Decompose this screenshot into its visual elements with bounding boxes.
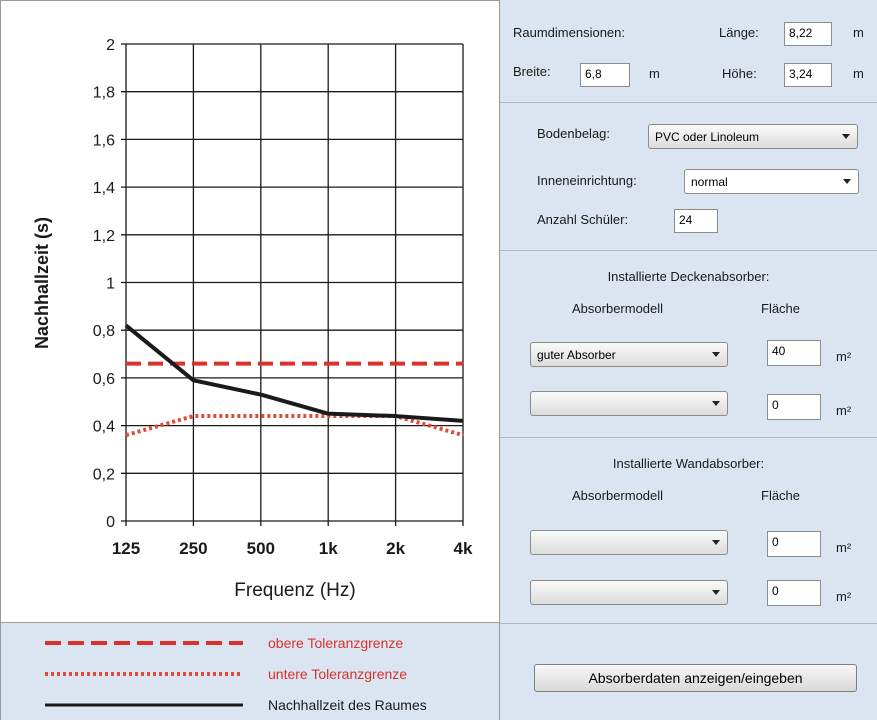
legend-panel: obere Toleranzgrenze untere Toleranzgren…: [0, 623, 500, 720]
wall-model-dropdown-1[interactable]: [530, 530, 728, 555]
series-point-1: [462, 434, 464, 436]
width-unit: m: [649, 66, 660, 81]
y-tick-label: 1,4: [93, 180, 115, 197]
wall-model-header: Absorbermodell: [572, 488, 664, 503]
students-input[interactable]: 24: [674, 209, 718, 233]
height-input[interactable]: 3,24: [784, 63, 832, 87]
room-dimensions-title: Raumdimensionen:: [513, 25, 626, 40]
show-absorber-data-button[interactable]: Absorberdaten anzeigen/eingeben: [534, 664, 857, 692]
series-line-1: [125, 414, 464, 438]
furnishing-dropdown[interactable]: normal: [684, 169, 859, 194]
y-tick-label: 0,2: [93, 466, 115, 483]
wall-area-input-2[interactable]: 0: [767, 580, 821, 606]
series-line-2: [124, 323, 464, 423]
chevron-down-icon: [712, 540, 720, 545]
ceiling-model-header: Absorbermodell: [572, 301, 664, 316]
settings-panel: Raumdimensionen: Länge: 8,22 m Breite: 6…: [500, 0, 877, 720]
ceiling-area-header: Fläche: [761, 301, 801, 316]
y-tick-label: 2: [106, 37, 115, 54]
height-unit: m: [853, 66, 864, 81]
series-point-1: [327, 415, 329, 417]
absorber-data-section: Absorberdaten anzeigen/eingeben: [500, 624, 877, 720]
reverberation-chart: 0 0,2 0,4 0,6 0,8 1 1,2 1,4 1,6 1,8 2 125 250 500 1k 2…: [32, 37, 473, 601]
wall-area-header: Fläche: [761, 488, 801, 503]
chart-grid: [121, 43, 464, 526]
y-tick-label: 0,4: [93, 419, 115, 436]
x-tick-labels: 125 250 500 1k 2k 4k: [112, 539, 473, 558]
y-axis-label: Nachhallzeit (s): [32, 217, 52, 349]
ceiling-model-dropdown-1-value: guter Absorber: [537, 348, 616, 362]
legend-lower-label: untere Toleranzgrenze: [268, 666, 408, 682]
height-label: Höhe:: [722, 66, 757, 81]
ceiling-model-dropdown-1[interactable]: guter Absorber: [530, 342, 728, 367]
series-point-2: [192, 379, 194, 381]
ceiling-absorbers-section: Installierte Deckenabsorber: Absorbermod…: [500, 251, 877, 438]
y-tick-label: 1: [106, 276, 115, 293]
floor-label: Bodenbelag:: [537, 126, 611, 141]
furnishing-label: Inneneinrichtung:: [537, 173, 637, 188]
series-point-0: [327, 363, 329, 365]
wall-absorbers-section: Installierte Wandabsorber: Absorbermodel…: [500, 438, 877, 624]
series-point-0: [260, 363, 262, 365]
series-point-0: [125, 363, 127, 365]
chart-series: [124, 323, 464, 438]
y-tick-labels: 0 0,2 0,4 0,6 0,8 1 1,2 1,4 1,6 1,8 2: [93, 37, 115, 531]
ceiling-area-input-2[interactable]: 0: [767, 394, 821, 420]
ceiling-area-input-1[interactable]: 40: [767, 340, 821, 366]
series-point-1: [192, 415, 194, 417]
x-tick-label: 250: [179, 539, 207, 558]
series-point-2: [395, 415, 397, 417]
x-tick-label: 4k: [454, 539, 473, 558]
y-tick-label: 0,6: [93, 371, 115, 388]
ceiling-absorbers-title: Installierte Deckenabsorber:: [607, 269, 770, 284]
furnishing-dropdown-value: normal: [691, 175, 728, 189]
wall-model-dropdown-2[interactable]: [530, 580, 728, 605]
wall-absorbers-title: Installierte Wandabsorber:: [612, 456, 765, 471]
ceiling-area-unit-2: m²: [836, 403, 852, 418]
chevron-down-icon: [842, 134, 850, 139]
x-tick-label: 125: [112, 539, 140, 558]
chart-panel: 0 0,2 0,4 0,6 0,8 1 1,2 1,4 1,6 1,8 2 125 250 500 1k 2…: [0, 0, 500, 623]
legend-room-label: Nachhallzeit des Raumes: [268, 697, 427, 713]
y-tick-label: 1,6: [93, 132, 115, 149]
legend-upper-label: obere Toleranzgrenze: [268, 635, 404, 651]
wall-area-unit-1: m²: [836, 540, 852, 555]
series-point-0: [192, 363, 194, 365]
y-tick-label: 1,2: [93, 228, 115, 245]
ceiling-area-unit-1: m²: [836, 349, 852, 364]
y-tick-label: 0: [106, 514, 115, 531]
x-tick-label: 2k: [386, 539, 405, 558]
floor-dropdown-value: PVC oder Linoleum: [655, 130, 760, 144]
series-point-2: [125, 324, 127, 326]
series-point-0: [395, 363, 397, 365]
chevron-down-icon: [712, 401, 720, 406]
x-tick-label: 1k: [319, 539, 338, 558]
width-input[interactable]: 6,8: [580, 63, 630, 87]
series-point-0: [462, 363, 464, 365]
x-tick-label: 500: [247, 539, 275, 558]
interior-section: Bodenbelag: PVC oder Linoleum Inneneinri…: [500, 103, 877, 251]
ceiling-model-dropdown-2[interactable]: [530, 391, 728, 416]
students-label: Anzahl Schüler:: [537, 212, 629, 227]
length-input[interactable]: 8,22: [784, 22, 832, 46]
series-point-1: [125, 434, 127, 436]
series-point-2: [260, 394, 262, 396]
chevron-down-icon: [712, 352, 720, 357]
x-axis-label: Frequenz (Hz): [234, 580, 355, 601]
floor-dropdown[interactable]: PVC oder Linoleum: [648, 124, 858, 149]
y-tick-label: 0,8: [93, 323, 115, 340]
wall-area-input-1[interactable]: 0: [767, 531, 821, 557]
length-label: Länge:: [719, 25, 759, 40]
wall-area-unit-2: m²: [836, 589, 852, 604]
series-point-2: [462, 420, 464, 422]
chevron-down-icon: [843, 179, 851, 184]
length-unit: m: [853, 25, 864, 40]
chevron-down-icon: [712, 590, 720, 595]
legend-swatches: [45, 641, 243, 707]
y-tick-label: 1,8: [93, 85, 115, 102]
width-label: Breite:: [513, 64, 551, 79]
series-point-2: [327, 413, 329, 415]
series-point-1: [260, 415, 262, 417]
room-dimensions-section: Raumdimensionen: Länge: 8,22 m Breite: 6…: [500, 0, 877, 103]
